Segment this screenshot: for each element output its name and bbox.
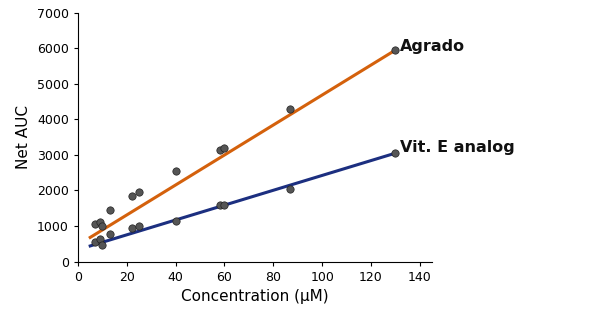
Point: [286, 106, 295, 111]
Point: [134, 224, 144, 229]
Point: [391, 48, 400, 53]
Point: [127, 193, 137, 198]
Point: [105, 207, 115, 212]
Point: [220, 145, 229, 150]
Text: Vit. E analog: Vit. E analog: [400, 140, 515, 155]
Point: [127, 225, 137, 230]
Point: [105, 231, 115, 236]
Point: [98, 242, 107, 247]
Point: [98, 224, 107, 229]
Point: [215, 147, 224, 152]
X-axis label: Concentration (μM): Concentration (μM): [181, 289, 329, 304]
Point: [95, 220, 105, 225]
Point: [391, 151, 400, 156]
Point: [90, 240, 100, 245]
Point: [215, 203, 224, 208]
Y-axis label: Net AUC: Net AUC: [16, 105, 31, 169]
Text: Agrado: Agrado: [400, 39, 466, 54]
Point: [90, 222, 100, 227]
Point: [134, 190, 144, 195]
Point: [171, 168, 181, 174]
Point: [220, 202, 229, 207]
Point: [171, 218, 181, 223]
Point: [286, 186, 295, 191]
Point: [95, 237, 105, 242]
